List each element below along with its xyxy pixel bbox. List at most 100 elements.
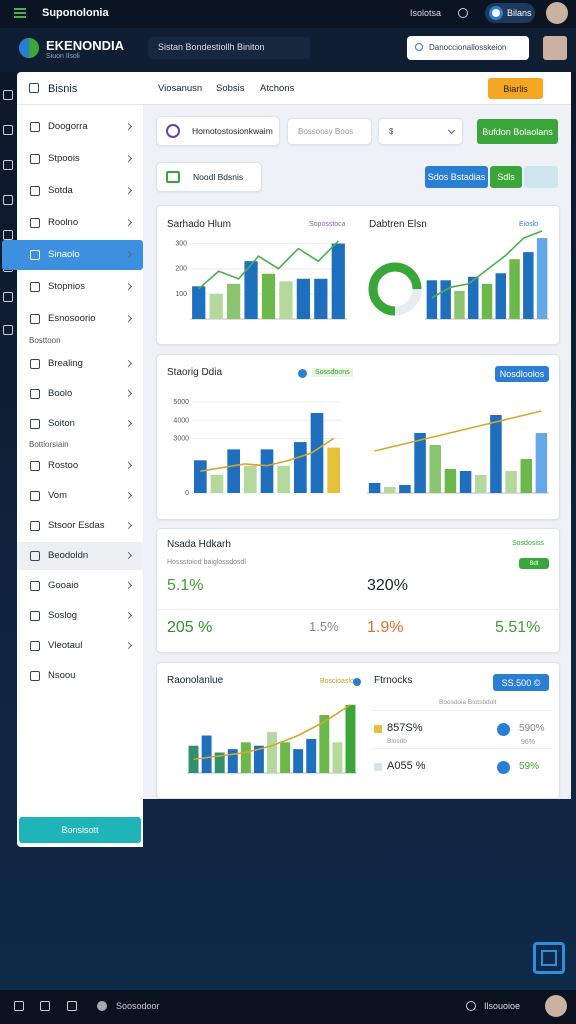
legend: Sossdoons	[312, 368, 353, 377]
bar	[467, 276, 479, 319]
tab-button[interactable]: Biarlis	[488, 78, 543, 99]
item-label: Vleotaul	[48, 640, 83, 651]
strip-icon[interactable]	[3, 125, 13, 135]
card-button[interactable]: Nosdloolos	[495, 366, 549, 382]
strip-icon[interactable]	[3, 195, 13, 205]
row-card[interactable]: Noodl Bdsnis	[156, 162, 262, 192]
footer-left: Soosodoor	[116, 1001, 160, 1011]
card-title: Raonolanlue	[167, 675, 224, 686]
bar	[227, 449, 240, 493]
sidebar-item[interactable]: Stpoois	[17, 144, 143, 174]
item-label: Stopnios	[48, 281, 85, 292]
header: EKENONDIA Siuon Ilsoli Sistan Bondestiol…	[0, 28, 576, 72]
avatar[interactable]	[545, 995, 567, 1017]
control-card[interactable]: Homotostosionkwaim	[156, 116, 280, 146]
sidebar-item[interactable]: Roolno	[17, 208, 143, 238]
bar	[327, 447, 340, 493]
avatar[interactable]	[543, 36, 567, 60]
row-button[interactable]: Sdls	[490, 166, 522, 188]
account-pill[interactable]: Bilans	[485, 3, 535, 23]
status: Isolotsa	[410, 8, 442, 18]
sidebar-item[interactable]: Vleotaul	[17, 632, 143, 660]
bar	[244, 465, 257, 493]
bar	[523, 252, 534, 319]
sidebar-item[interactable]: Stopnios	[17, 272, 143, 302]
row-button[interactable]	[524, 166, 558, 188]
chevron	[124, 250, 133, 259]
bar	[280, 742, 291, 773]
menu-icon[interactable]	[14, 8, 26, 18]
trend-line	[193, 704, 351, 761]
tab[interactable]: Atchons	[260, 83, 295, 94]
item-icon	[30, 611, 40, 621]
sidebar-item[interactable]: Stsoor Esdas	[17, 512, 143, 540]
search-icon	[415, 43, 423, 51]
input-text: Bossoosy Boos	[298, 127, 354, 136]
list-right-sub: 96%	[521, 739, 536, 746]
item-icon	[30, 359, 40, 369]
bar	[535, 433, 548, 493]
tab[interactable]: Sobsis	[216, 83, 245, 94]
sidebar-item[interactable]: Esnosoorio	[17, 304, 143, 334]
item-label: Boolo	[48, 388, 73, 399]
search-box[interactable]: Danoccionallosskeion	[407, 36, 529, 60]
row-button[interactable]: Sdos Bstadias	[425, 166, 488, 188]
sidebar-item[interactable]: Soslog	[17, 602, 143, 630]
sidebar-item[interactable]: Soiton	[17, 410, 143, 438]
settings-icon[interactable]	[466, 1001, 476, 1011]
sidebar-button[interactable]: Bonsisott	[19, 817, 141, 843]
sidebar-item[interactable]: Brealing	[17, 350, 143, 378]
card-subtitle: Hossstoiod baiglossdosdl	[167, 559, 246, 566]
bar	[209, 293, 223, 319]
bar	[444, 469, 457, 493]
bar	[227, 749, 238, 773]
control-button[interactable]: Bufdon Bolaolans	[477, 119, 558, 144]
bar	[481, 283, 493, 319]
sidebar-item[interactable]: Sinaolo	[2, 240, 143, 270]
sidebar-item[interactable]: Vom	[17, 482, 143, 510]
sidebar-item[interactable]: Boolo	[17, 380, 143, 408]
account: Bilans	[507, 8, 532, 18]
avatar[interactable]	[546, 2, 568, 24]
note: Boosdoia Blotsbdolt	[439, 699, 497, 706]
y-tick-label: 5000	[173, 399, 189, 406]
tab[interactable]: Viosanusn	[158, 83, 203, 94]
bar	[399, 485, 411, 493]
chevron	[124, 389, 133, 398]
strip-icon[interactable]	[3, 160, 13, 170]
clock-icon[interactable]	[458, 8, 468, 18]
footer-right: Ilsouoioe	[484, 1001, 521, 1011]
input[interactable]: Bossoosy Boos	[287, 118, 372, 145]
item-label: Soslog	[48, 610, 78, 621]
corner-icon[interactable]	[533, 942, 565, 974]
chart: 0 3000 4000 5000	[173, 399, 549, 497]
strip-icon[interactable]	[3, 325, 13, 335]
sidebar-item[interactable]: Doogorra	[17, 112, 143, 142]
sidebar-item[interactable]: Sotda	[17, 176, 143, 206]
card-button[interactable]: SS.500 ©	[493, 674, 549, 691]
sidebar-item[interactable]: Beodoldn	[17, 542, 143, 570]
strip-icon[interactable]	[3, 90, 13, 100]
bar	[459, 471, 472, 493]
bar	[192, 286, 206, 319]
chevron	[124, 461, 133, 470]
chevron	[447, 126, 456, 135]
sidebar-item[interactable]: Nsoou	[17, 662, 143, 690]
chevron	[124, 551, 133, 560]
strip-icon[interactable]	[3, 230, 13, 240]
bar	[188, 745, 199, 773]
strip-icon[interactable]	[3, 292, 13, 302]
list-value: A055 %	[387, 760, 426, 772]
footer: Soosodoor Ilsouoioe	[0, 990, 576, 1024]
card-title: Ftrnocks	[374, 675, 413, 686]
sidebar-item[interactable]: Gooaio	[17, 572, 143, 600]
sidebar-heading: Bosttoon	[29, 336, 61, 345]
workspace-select[interactable]: Sistan Bondestiollh Biniton	[148, 37, 310, 59]
sidebar-item[interactable]: Rostoo	[17, 452, 143, 480]
card: Nsada Hdkarh Hossstoiod baiglossdosdl Sosd…	[156, 528, 561, 653]
item-label: Roolno	[48, 217, 79, 228]
select[interactable]: $	[378, 118, 463, 145]
pill[interactable]: Bdt	[519, 558, 549, 569]
row-icon	[166, 171, 180, 183]
item-icon	[30, 491, 40, 501]
